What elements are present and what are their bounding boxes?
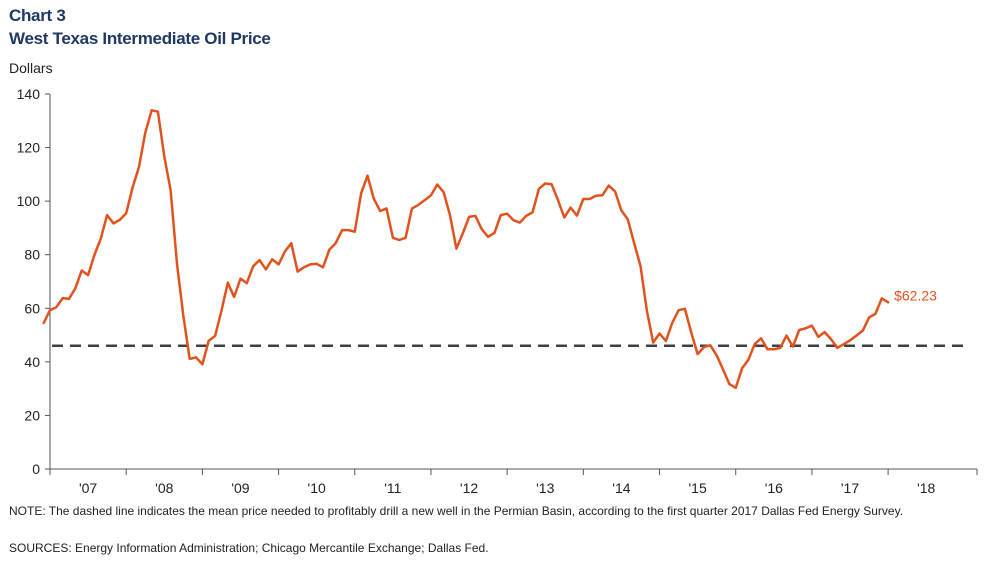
x-tick-label: '10	[308, 480, 326, 496]
y-tick-label: 60	[24, 300, 40, 316]
chart-note: NOTE: The dashed line indicates the mean…	[9, 504, 904, 518]
x-tick-label: '12	[460, 480, 478, 496]
y-tick-label: 40	[24, 354, 40, 370]
chart-canvas: 0 20 40 60 80 100 120 140 '07 '08 '09 '10 '11 '12 '13 '…	[17, 86, 978, 496]
chart-title: West Texas Intermediate Oil Price	[9, 29, 271, 48]
y-tick-label: 20	[24, 407, 40, 423]
y-axis-label: Dollars	[9, 60, 53, 76]
x-tick-label: '09	[231, 480, 249, 496]
x-tick-label: '14	[612, 480, 630, 496]
chart-sources: SOURCES: Energy Information Administrati…	[9, 541, 489, 555]
y-tick-label: 80	[24, 247, 40, 263]
x-tick-label: '18	[917, 480, 935, 496]
y-tick-label: 120	[17, 140, 41, 156]
x-tick-label: '11	[384, 480, 401, 496]
y-tick-label: 0	[32, 461, 40, 477]
wti-price-line	[42, 109, 890, 390]
y-tick-label: 100	[17, 193, 41, 209]
x-tick-label: '08	[155, 480, 173, 496]
x-tick-label: '16	[765, 480, 783, 496]
x-tick-label: '07	[79, 480, 97, 496]
chart-number: Chart 3	[9, 6, 66, 25]
x-tick-label: '13	[536, 480, 554, 496]
end-value-label: $62.23	[894, 287, 937, 303]
x-tick-label: '17	[841, 480, 859, 496]
y-tick-label: 140	[17, 86, 41, 102]
x-tick-label: '15	[689, 480, 707, 496]
